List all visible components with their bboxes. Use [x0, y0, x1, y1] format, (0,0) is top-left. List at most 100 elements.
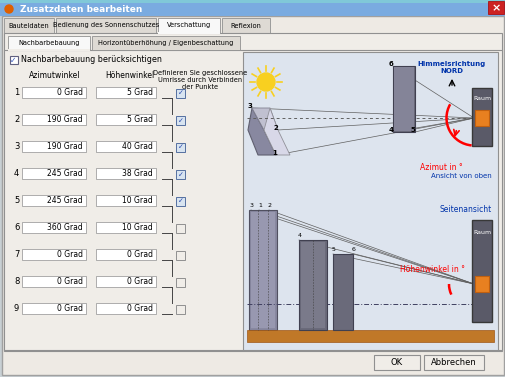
Text: Reflexion: Reflexion: [230, 23, 261, 29]
Polygon shape: [4, 50, 501, 350]
Polygon shape: [176, 224, 185, 233]
Text: 4: 4: [388, 127, 393, 133]
Polygon shape: [8, 36, 90, 50]
Polygon shape: [250, 212, 274, 328]
Polygon shape: [176, 89, 185, 98]
Polygon shape: [392, 66, 414, 132]
Polygon shape: [96, 87, 156, 98]
Text: 0 Grad: 0 Grad: [57, 250, 83, 259]
Text: 1: 1: [258, 203, 262, 208]
Text: 6: 6: [14, 223, 19, 232]
Text: 190 Grad: 190 Grad: [47, 115, 83, 124]
Polygon shape: [158, 32, 220, 34]
Polygon shape: [176, 116, 185, 125]
Text: Nachbarbebauung: Nachbarbebauung: [18, 40, 80, 46]
Text: OK: OK: [390, 358, 402, 367]
Text: ✓: ✓: [10, 55, 16, 64]
Polygon shape: [96, 303, 156, 314]
Text: 5: 5: [14, 196, 19, 205]
Text: Seitenansicht: Seitenansicht: [439, 205, 491, 215]
Text: Himmelsrichtung
NORD: Himmelsrichtung NORD: [417, 61, 485, 74]
Text: ×: ×: [490, 3, 500, 13]
Text: Azimutwinkel: Azimutwinkel: [29, 72, 81, 81]
Text: 10 Grad: 10 Grad: [122, 223, 153, 232]
Polygon shape: [22, 276, 86, 287]
Text: 38 Grad: 38 Grad: [122, 169, 153, 178]
Polygon shape: [176, 197, 185, 206]
Text: 0 Grad: 0 Grad: [127, 304, 153, 313]
Text: ✓: ✓: [177, 90, 183, 97]
Text: 5: 5: [331, 247, 335, 252]
Text: 5: 5: [410, 127, 415, 133]
Polygon shape: [92, 36, 239, 50]
Polygon shape: [471, 88, 491, 146]
Text: ✓: ✓: [177, 172, 183, 178]
Text: 7: 7: [14, 250, 19, 259]
Text: 1: 1: [272, 150, 276, 156]
Text: Nachbarbebauung berücksichtigen: Nachbarbebauung berücksichtigen: [21, 55, 162, 64]
Polygon shape: [176, 305, 185, 314]
Text: 6: 6: [351, 247, 355, 252]
Polygon shape: [22, 141, 86, 152]
Text: Raum: Raum: [472, 95, 490, 101]
Polygon shape: [176, 251, 185, 260]
Polygon shape: [4, 33, 501, 351]
Text: 3: 3: [14, 142, 19, 151]
Polygon shape: [0, 0, 505, 16]
Text: Abbrechen: Abbrechen: [430, 358, 476, 367]
Text: Azimut in °: Azimut in °: [419, 162, 462, 172]
Polygon shape: [4, 18, 54, 33]
Polygon shape: [10, 56, 18, 64]
Text: Verschattung: Verschattung: [167, 23, 211, 29]
Text: 0 Grad: 0 Grad: [57, 304, 83, 313]
Polygon shape: [393, 67, 413, 131]
Polygon shape: [242, 52, 497, 350]
Polygon shape: [22, 303, 86, 314]
Polygon shape: [96, 276, 156, 287]
Polygon shape: [96, 168, 156, 179]
Polygon shape: [158, 18, 220, 33]
Polygon shape: [0, 0, 505, 3]
Polygon shape: [176, 143, 185, 152]
Text: 2: 2: [14, 115, 19, 124]
Text: Horizontüberhöhung / Eigenbeschattung: Horizontüberhöhung / Eigenbeschattung: [98, 40, 233, 46]
Text: 9: 9: [14, 304, 19, 313]
Text: 40 Grad: 40 Grad: [122, 142, 153, 151]
Text: 8: 8: [14, 277, 19, 286]
Text: 190 Grad: 190 Grad: [47, 142, 83, 151]
Polygon shape: [222, 18, 270, 33]
Polygon shape: [22, 195, 86, 206]
Polygon shape: [246, 330, 493, 342]
Circle shape: [257, 73, 274, 91]
Polygon shape: [96, 195, 156, 206]
Polygon shape: [96, 114, 156, 125]
Polygon shape: [8, 49, 90, 51]
Polygon shape: [264, 108, 289, 155]
Polygon shape: [474, 276, 488, 292]
Text: ✓: ✓: [177, 118, 183, 124]
Text: 0 Grad: 0 Grad: [57, 277, 83, 286]
Polygon shape: [300, 242, 324, 328]
Polygon shape: [251, 108, 277, 130]
Text: 360 Grad: 360 Grad: [47, 223, 83, 232]
Text: 3: 3: [249, 203, 254, 208]
Text: Bauteldaten: Bauteldaten: [9, 23, 49, 29]
Text: 3: 3: [247, 103, 252, 109]
Text: 0 Grad: 0 Grad: [127, 277, 153, 286]
Polygon shape: [96, 249, 156, 260]
Text: Raum: Raum: [472, 230, 490, 234]
Polygon shape: [247, 108, 275, 155]
Polygon shape: [96, 141, 156, 152]
Text: 6: 6: [388, 61, 393, 67]
Text: 5 Grad: 5 Grad: [127, 88, 153, 97]
Text: ✓: ✓: [177, 199, 183, 204]
Polygon shape: [22, 87, 86, 98]
Polygon shape: [22, 222, 86, 233]
Polygon shape: [22, 168, 86, 179]
Polygon shape: [332, 254, 352, 330]
Text: 245 Grad: 245 Grad: [47, 196, 83, 205]
Polygon shape: [423, 355, 483, 370]
Polygon shape: [56, 18, 156, 33]
Text: 2: 2: [274, 125, 278, 131]
Text: Bedienung des Sonnenschutzes: Bedienung des Sonnenschutzes: [53, 23, 159, 29]
